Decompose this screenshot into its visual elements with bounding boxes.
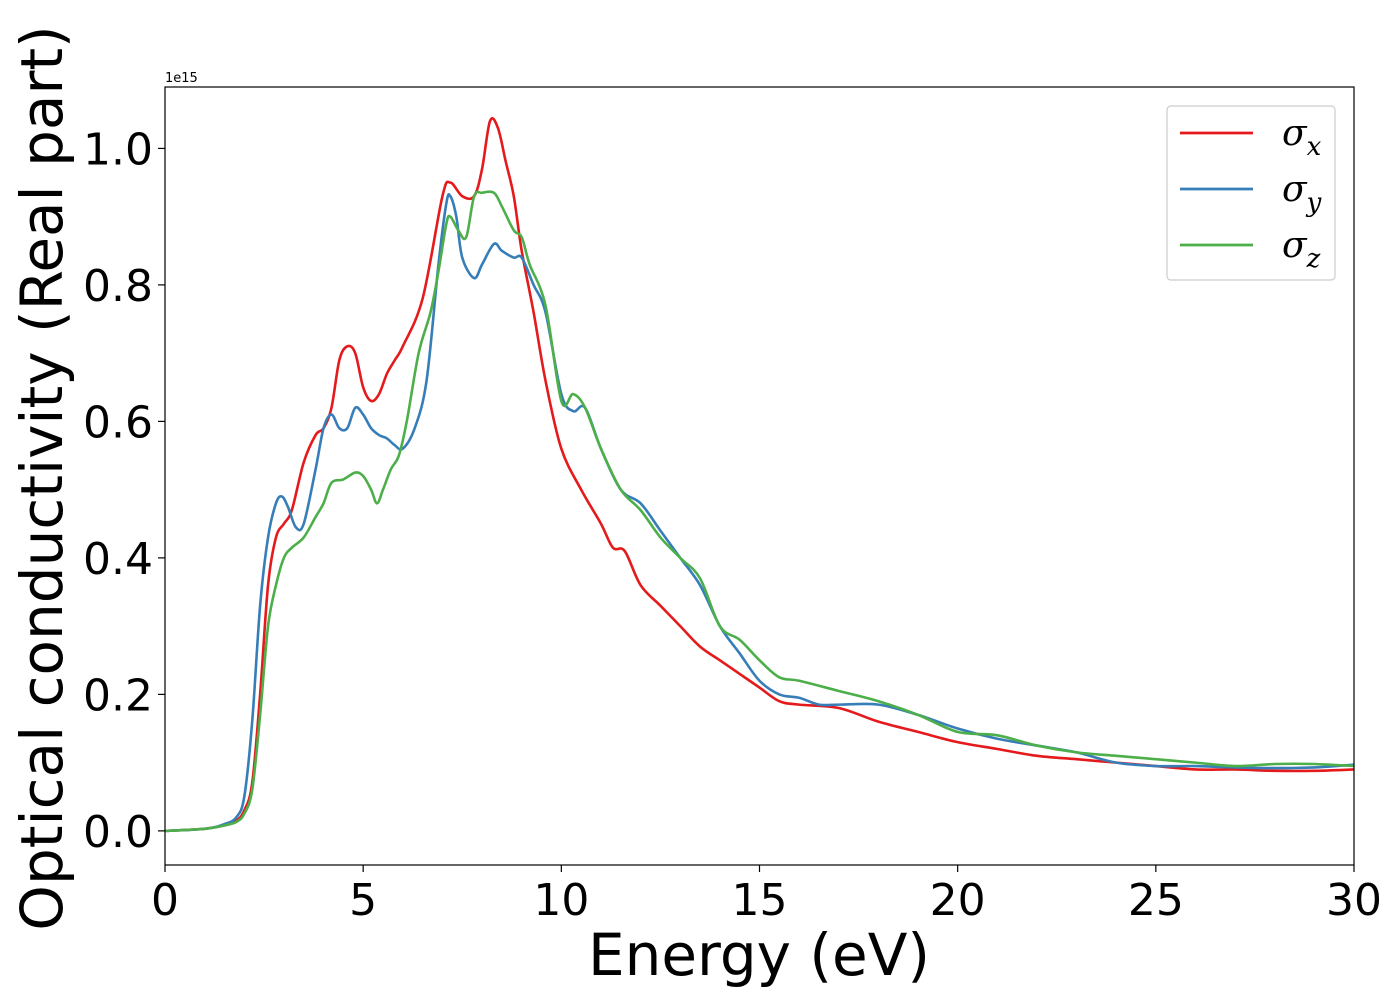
y-axis-offset-label: 1e15	[165, 71, 198, 86]
y-axis: 0.0 0.2 0.4 0.6 0.8 1.0	[83, 124, 165, 858]
y-axis-label: Optical conductivity (Real part)	[8, 25, 76, 930]
series-layer	[165, 117, 1354, 833]
x-axis: 0 5 10 15 20 25 30	[151, 865, 1382, 926]
x-tick-label: 0	[151, 875, 179, 926]
legend-label-y: σy	[1282, 169, 1322, 218]
x-tick-label: 15	[732, 875, 788, 926]
y-tick-label: 0.8	[83, 261, 153, 312]
x-tick-label: 5	[349, 875, 377, 926]
legend-label-x: σx	[1282, 113, 1322, 162]
y-tick-label: 0.6	[83, 397, 153, 448]
legend-box	[1166, 105, 1336, 281]
series-line-z	[165, 190, 1354, 833]
legend-label-z: σz	[1282, 225, 1321, 274]
series-line-y	[165, 193, 1354, 833]
x-tick-label: 20	[930, 875, 986, 926]
y-tick-label: 0.2	[83, 670, 153, 721]
x-tick-label: 10	[533, 875, 589, 926]
x-tick-label: 25	[1128, 875, 1184, 926]
series-line-x	[165, 117, 1354, 833]
x-axis-label: Energy (eV)	[588, 921, 930, 989]
x-tick-label: 30	[1326, 875, 1382, 926]
y-tick-label: 0.0	[83, 807, 153, 858]
y-tick-label: 1.0	[83, 124, 153, 175]
legend: σx σy σz	[1166, 105, 1336, 281]
y-tick-label: 0.4	[83, 534, 153, 585]
